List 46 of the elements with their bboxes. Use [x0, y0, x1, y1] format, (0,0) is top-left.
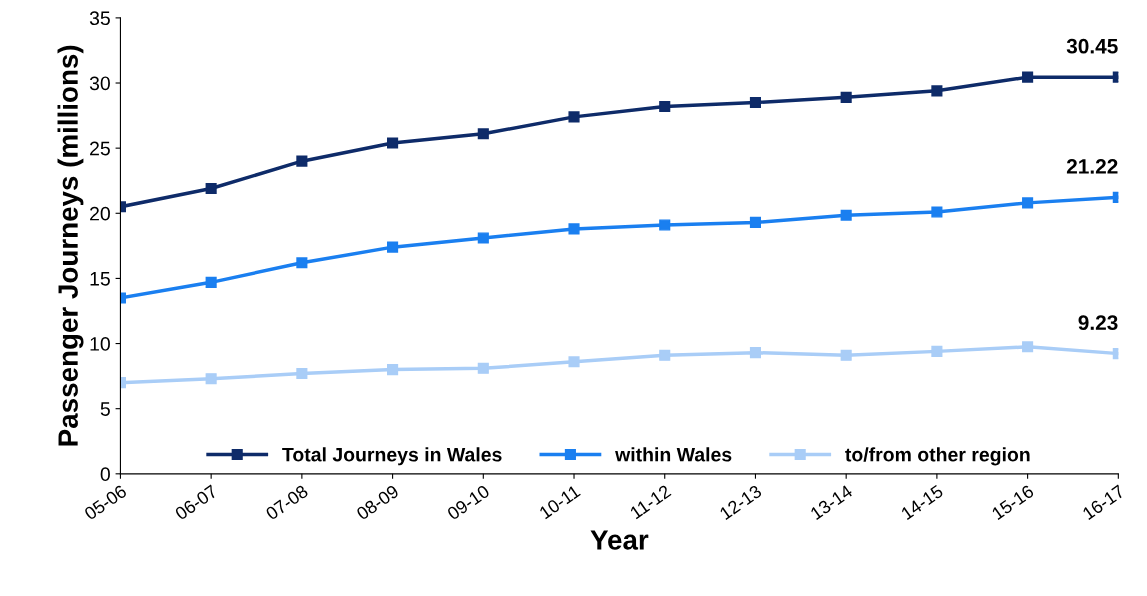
- x-axis-title: Year: [590, 530, 649, 550]
- point: [1022, 341, 1034, 353]
- point: [1022, 71, 1034, 83]
- point: [749, 347, 762, 359]
- point: [749, 96, 762, 109]
- point: [568, 111, 580, 123]
- point: [659, 349, 671, 361]
- y-tick-label: 35: [89, 11, 110, 26]
- point: [477, 128, 489, 140]
- point: [387, 364, 399, 376]
- point: [387, 137, 399, 149]
- y-tick-label: 25: [90, 141, 110, 156]
- point: [296, 155, 308, 167]
- legend-label: Total Journeys in Wales: [282, 447, 502, 466]
- point: [931, 206, 943, 218]
- point: [568, 356, 580, 368]
- point: [749, 216, 762, 228]
- point: [659, 100, 671, 113]
- y-tick-label: 30: [89, 76, 110, 91]
- data-label: 30.45: [1066, 38, 1118, 54]
- legend-label: within Wales: [615, 447, 732, 462]
- point: [931, 345, 943, 357]
- data-label: 9.23: [1078, 315, 1118, 331]
- y-tick-label: 15: [90, 272, 110, 286]
- point: [568, 223, 580, 235]
- point: [205, 276, 217, 288]
- point: [659, 219, 671, 231]
- point: [205, 373, 217, 385]
- y-axis-title: Passenger Journeys (millions): [57, 45, 84, 446]
- point: [840, 209, 852, 221]
- point: [296, 367, 308, 380]
- y-tick-label: 0: [100, 467, 110, 482]
- data-label: 21.22: [1066, 159, 1118, 174]
- point: [296, 257, 308, 269]
- point: [477, 232, 489, 244]
- y-tick-label: 10: [90, 337, 110, 351]
- point: [840, 91, 852, 103]
- point: [931, 85, 943, 97]
- point: [205, 182, 217, 195]
- y-tick-label: 20: [90, 206, 110, 221]
- point: [387, 241, 399, 253]
- point: [840, 349, 852, 361]
- legend-label: to/from other region: [845, 447, 1030, 466]
- point: [1022, 197, 1034, 209]
- y-tick-label: 5: [100, 402, 110, 416]
- point: [477, 362, 489, 374]
